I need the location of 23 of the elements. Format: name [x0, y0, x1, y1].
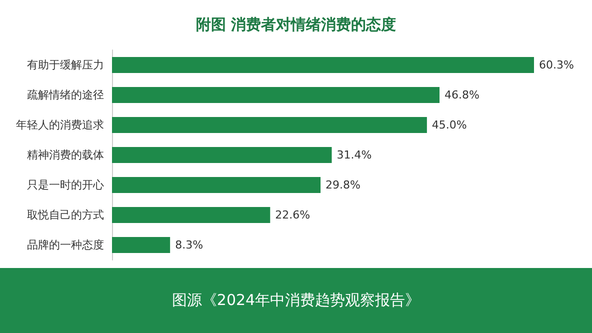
bar — [112, 207, 270, 223]
bar — [112, 57, 534, 73]
data-label: 60.3% — [539, 58, 574, 72]
data-label: 45.0% — [432, 118, 467, 132]
y-tick-label: 品牌的一种态度 — [27, 238, 104, 252]
y-tick-label: 有助于缓解压力 — [27, 58, 104, 72]
bar — [112, 237, 170, 253]
data-label: 29.8% — [326, 178, 361, 192]
y-tick-label: 取悦自己的方式 — [27, 208, 104, 222]
data-label: 8.3% — [175, 238, 204, 252]
y-tick-label: 疏解情绪的途径 — [27, 88, 104, 102]
y-tick-label: 只是一时的开心 — [27, 178, 104, 192]
y-tick-label: 精神消费的载体 — [27, 148, 104, 162]
bar — [112, 87, 440, 103]
y-tick-label: 年轻人的消费追求 — [16, 118, 104, 132]
bar — [112, 147, 332, 163]
data-label: 22.6% — [275, 208, 310, 222]
bar — [112, 117, 427, 133]
data-label: 31.4% — [336, 148, 372, 162]
data-label: 46.8% — [444, 88, 480, 102]
footer-panel: 图源《2024年中消费趋势观察报告》 — [0, 268, 592, 333]
bar — [112, 177, 321, 193]
chart-title: 附图 消费者对情绪消费的态度 — [196, 16, 396, 34]
